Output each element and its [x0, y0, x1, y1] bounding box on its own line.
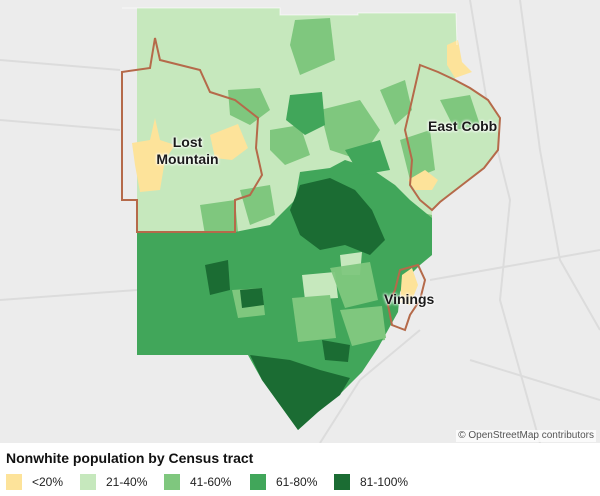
legend-label: <20% [32, 475, 64, 489]
tracts-61-80-extra [286, 92, 390, 175]
community-boundaries [121, 37, 502, 332]
legend-swatch [334, 474, 350, 490]
legend-swatch [164, 474, 180, 490]
lost-mountain-boundary [121, 37, 264, 233]
map-area[interactable]: Lost Mountain East Cobb Vinings © OpenSt… [0, 0, 600, 443]
road-lines [0, 0, 600, 443]
legend-swatch [250, 474, 266, 490]
map-legend: Nonwhite population by Census tract <20%… [0, 443, 600, 496]
legend-label: 81-100% [360, 475, 409, 489]
vinings-boundary [386, 263, 427, 332]
legend-label: 41-60% [190, 475, 232, 489]
lost-mountain-label: Lost Mountain [150, 134, 225, 168]
tracts-81-100 [205, 178, 385, 430]
lost-mountain-label-line2: Mountain [156, 151, 219, 167]
east-cobb-boundary [403, 63, 502, 212]
east-cobb-label: East Cobb [428, 118, 498, 134]
legend-swatch [80, 474, 96, 490]
legend-label: 61-80% [276, 475, 318, 489]
map-attribution[interactable]: © OpenStreetMap contributors [456, 430, 596, 442]
tracts-under-20 [132, 40, 472, 305]
legend-swatch [6, 474, 22, 490]
county-outline [122, 7, 458, 46]
legend-label: 21-40% [106, 475, 148, 489]
choropleth-map [0, 0, 600, 443]
lost-mountain-label-line1: Lost [172, 134, 203, 150]
vinings-label: Vinings [384, 291, 435, 307]
legend-title: Nonwhite population by Census tract [6, 450, 254, 466]
